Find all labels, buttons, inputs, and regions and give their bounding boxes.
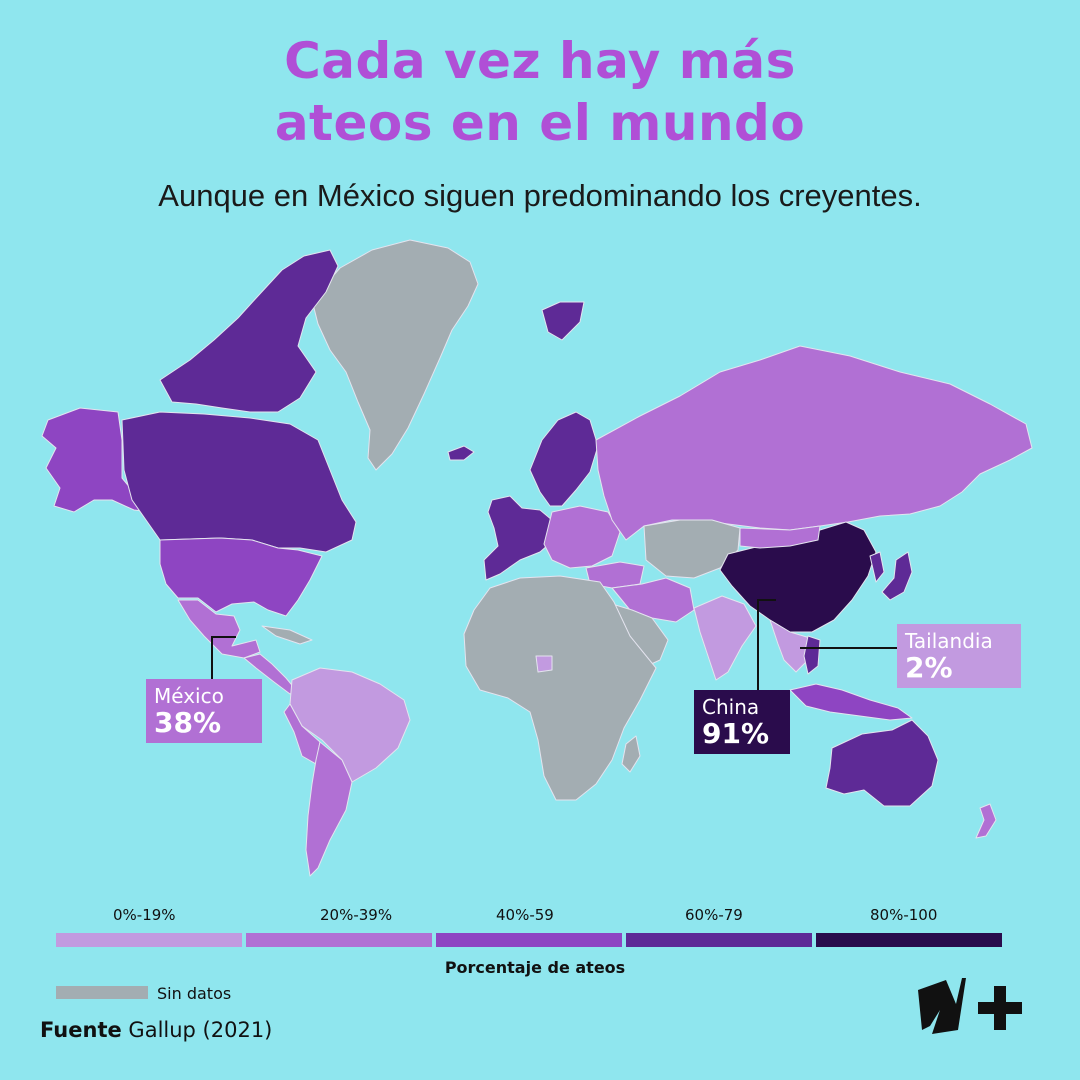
source-label: Fuente (40, 1018, 122, 1042)
region-canada (121, 411, 357, 553)
title-line-1: Cada vez hay más (284, 32, 796, 90)
callout-mexico-name: México (154, 684, 224, 708)
region-iceland (447, 445, 475, 461)
region-west-africa-highlight (535, 655, 553, 673)
callout-china: China 91% (694, 690, 790, 754)
region-south-america-north (289, 667, 411, 783)
mexico-leader-line (211, 636, 236, 680)
callout-mexico-value: 38% (154, 706, 222, 739)
logo-n-mark (918, 978, 966, 1034)
no-data-label: Sin datos (157, 984, 232, 1003)
region-usa (159, 537, 323, 617)
legend-swatch-2 (436, 933, 622, 947)
region-scandinavia (529, 411, 599, 507)
region-india (693, 595, 757, 681)
callout-tailandia-name: Tailandia (905, 629, 993, 653)
region-indonesia (789, 683, 913, 721)
region-australia (825, 719, 939, 807)
region-japan (881, 551, 913, 601)
region-new-zealand (975, 803, 997, 839)
callout-mexico: México 38% (146, 679, 262, 743)
region-korea (869, 551, 885, 583)
legend-swatch-3 (626, 933, 812, 947)
legend-title: Porcentaje de ateos (444, 958, 626, 977)
title-line-2: ateos en el mundo (274, 94, 806, 152)
legend-label-4: 80%-100 (870, 906, 938, 924)
callout-tailandia: Tailandia 2% (897, 624, 1021, 688)
region-western-europe (483, 495, 557, 581)
region-mexico (177, 599, 261, 659)
region-mongolia (739, 525, 821, 549)
region-alaska (41, 407, 153, 513)
logo-plus-mark (978, 986, 1022, 1030)
subtitle: Aunque en México siguen predominando los… (158, 178, 922, 213)
source-note: Fuente Gallup (2021) (40, 1018, 272, 1042)
page-title: Cada vez hay más ateos en el mundo (0, 30, 1080, 154)
region-africa (463, 575, 657, 801)
region-russia (595, 345, 1033, 541)
brand-logo (918, 978, 1022, 1034)
legend-label-1: 20%-39% (320, 906, 393, 924)
region-vietnam (803, 635, 821, 675)
region-eastern-europe (543, 505, 621, 569)
region-greenland (311, 239, 479, 471)
callout-china-name: China (702, 695, 760, 719)
china-leader-line (757, 599, 776, 690)
source-text: Gallup (2021) (128, 1018, 273, 1042)
legend-label-0: 0%-19% (113, 906, 176, 924)
legend-swatch-1 (246, 933, 432, 947)
callout-tailandia-value: 2% (905, 651, 953, 684)
legend-swatch-4 (816, 933, 1002, 947)
legend-swatch-0 (56, 933, 242, 947)
region-caribbean (261, 625, 313, 645)
region-southeast-asia (769, 619, 811, 673)
legend-label-2: 40%-59 (496, 906, 554, 924)
callout-china-value: 91% (702, 717, 770, 750)
region-canada-islands (159, 249, 339, 413)
region-peru (283, 703, 321, 765)
region-svalbard (541, 301, 585, 341)
legend-label-3: 60%-79 (685, 906, 743, 924)
region-argentina (305, 741, 353, 877)
no-data-swatch (56, 986, 148, 999)
world-map (41, 239, 1033, 877)
region-madagascar (621, 735, 641, 773)
